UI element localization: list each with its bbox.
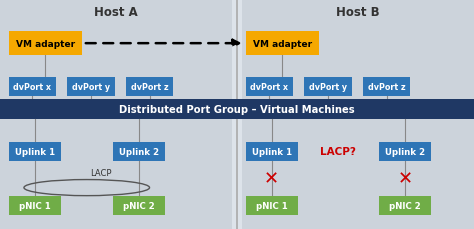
- FancyBboxPatch shape: [0, 100, 474, 119]
- Text: VM adapter: VM adapter: [16, 39, 75, 49]
- FancyBboxPatch shape: [126, 78, 173, 96]
- Text: ✕: ✕: [398, 170, 413, 188]
- FancyBboxPatch shape: [67, 78, 115, 96]
- FancyBboxPatch shape: [379, 142, 431, 161]
- Text: pNIC 1: pNIC 1: [19, 201, 50, 210]
- Text: dvPort y: dvPort y: [309, 82, 347, 92]
- FancyBboxPatch shape: [246, 78, 293, 96]
- FancyBboxPatch shape: [113, 196, 165, 215]
- FancyBboxPatch shape: [9, 142, 61, 161]
- Text: dvPort x: dvPort x: [13, 82, 51, 92]
- Text: Distributed Port Group – Virtual Machines: Distributed Port Group – Virtual Machine…: [119, 104, 355, 114]
- FancyBboxPatch shape: [0, 0, 232, 229]
- Text: pNIC 2: pNIC 2: [390, 201, 421, 210]
- Text: dvPort y: dvPort y: [72, 82, 110, 92]
- Text: ✕: ✕: [264, 170, 279, 188]
- Text: Uplink 1: Uplink 1: [15, 147, 55, 156]
- FancyBboxPatch shape: [9, 32, 82, 56]
- FancyBboxPatch shape: [9, 196, 61, 215]
- FancyBboxPatch shape: [246, 142, 298, 161]
- Text: Uplink 2: Uplink 2: [119, 147, 159, 156]
- FancyBboxPatch shape: [379, 196, 431, 215]
- Text: Uplink 2: Uplink 2: [385, 147, 425, 156]
- Text: pNIC 1: pNIC 1: [256, 201, 287, 210]
- Text: LACP: LACP: [90, 169, 112, 178]
- Text: VM adapter: VM adapter: [253, 39, 312, 49]
- Text: dvPort x: dvPort x: [250, 82, 288, 92]
- Text: Host A: Host A: [94, 6, 138, 19]
- FancyBboxPatch shape: [9, 78, 56, 96]
- Text: pNIC 2: pNIC 2: [123, 201, 155, 210]
- Text: Host B: Host B: [336, 6, 380, 19]
- FancyBboxPatch shape: [246, 196, 298, 215]
- FancyBboxPatch shape: [113, 142, 165, 161]
- Text: Uplink 1: Uplink 1: [252, 147, 292, 156]
- Text: dvPort z: dvPort z: [131, 82, 169, 92]
- FancyBboxPatch shape: [304, 78, 352, 96]
- Text: dvPort z: dvPort z: [368, 82, 406, 92]
- Text: LACP?: LACP?: [320, 147, 356, 157]
- FancyBboxPatch shape: [232, 0, 242, 229]
- FancyBboxPatch shape: [242, 0, 474, 229]
- FancyBboxPatch shape: [246, 32, 319, 56]
- FancyBboxPatch shape: [363, 78, 410, 96]
